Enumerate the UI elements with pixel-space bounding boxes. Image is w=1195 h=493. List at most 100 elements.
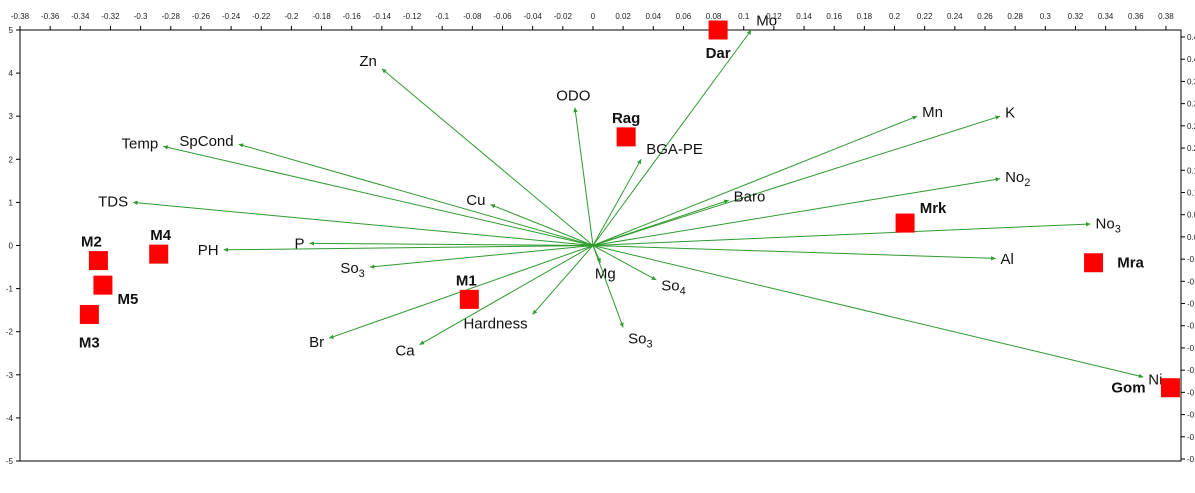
vector-so3 [369, 245, 594, 268]
vector-arrowhead-no3 [1085, 221, 1091, 227]
right-tick-label: -0.4 [1187, 433, 1195, 442]
vector-label-al: Al [1001, 251, 1014, 268]
right-tick-label: 0.0 [1187, 233, 1195, 242]
vector-label-no3: No3 [1096, 215, 1121, 235]
top-tick-label: -0.28 [162, 12, 181, 21]
loading-vectors: Mo Zn ODO BGA-PE Mn K Temp SpCond Baro No2 Cu TDS No… [98, 12, 1162, 388]
vector-al [592, 245, 996, 259]
vector-label-so3: So3 [340, 260, 364, 280]
vector-label-p: P [294, 235, 304, 252]
right-tick-label: 0.3 [1187, 100, 1195, 109]
top-tick-label: 0.2 [889, 12, 901, 21]
top-tick-label: 0.36 [1128, 12, 1144, 21]
vector-ni [592, 245, 1144, 378]
top-tick-label: 0.12 [766, 12, 782, 21]
top-tick-label: 0.38 [1158, 12, 1174, 21]
site-label-m1: M1 [456, 272, 477, 289]
site-marker-m5 [93, 275, 113, 295]
top-tick-label: -0.02 [554, 12, 573, 21]
vector-arrowhead-so4 [651, 275, 657, 280]
top-tick-label: 0.28 [1007, 12, 1023, 21]
vector-arrowhead-no2 [995, 177, 1001, 182]
vector-label-ph: PH [198, 242, 219, 259]
top-tick-label: 0.32 [1068, 12, 1084, 21]
top-tick-label: -0.24 [222, 12, 241, 21]
vector-bga-pe [592, 159, 642, 246]
site-marker-rag [616, 127, 636, 147]
vector-label-cu: Cu [466, 192, 485, 209]
top-tick-label: 0.26 [977, 12, 993, 21]
site-label-m5: M5 [118, 291, 139, 308]
vector-label-zn: Zn [359, 53, 377, 70]
vector-mo [592, 29, 752, 246]
top-tick-label: -0.26 [192, 12, 211, 21]
vector-arrowhead-bga-pe [637, 159, 642, 165]
vector-arrowhead-cu [490, 204, 496, 209]
left-tick-label: 1 [9, 198, 14, 207]
right-tick-label: -0.1 [1187, 300, 1195, 309]
vector-arrowhead-br [329, 334, 335, 339]
site-label-m3: M3 [79, 334, 100, 351]
site-label-rag: Rag [612, 110, 640, 127]
vector-odo [574, 107, 594, 246]
site-marker-m4 [149, 244, 169, 264]
top-tick-label: 0.3 [1040, 12, 1052, 21]
right-tick-label: -0.2 [1187, 344, 1195, 353]
top-tick-label: -0.1 [435, 12, 449, 21]
vector-label-k: K [1005, 105, 1015, 122]
vector-arrowhead-k [995, 115, 1001, 120]
top-tick-label: -0.12 [403, 12, 422, 21]
left-tick-label: 2 [9, 155, 14, 164]
vector-arrowhead-spcond [238, 143, 244, 148]
right-tick-label: -0.4 [1187, 455, 1195, 464]
top-tick-label: -0.2 [285, 12, 299, 21]
vector-label-bga-pe: BGA-PE [646, 141, 703, 158]
vector-label-temp: Temp [122, 136, 159, 153]
site-marker-mra [1084, 253, 1104, 273]
right-tick-label: 0.45 [1187, 33, 1195, 42]
vector-no3 [592, 223, 1091, 246]
site-label-mra: Mra [1117, 255, 1144, 272]
vector-label-odo: ODO [556, 88, 590, 105]
right-tick-label: -0.1 [1187, 322, 1195, 331]
vector-arrowhead-ca [419, 340, 425, 345]
site-marker-m3 [79, 304, 99, 324]
top-tick-label: 0.04 [645, 12, 661, 21]
left-tick-label: -3 [6, 371, 14, 380]
vector-ph [223, 245, 593, 251]
top-tick-label: 0.1 [738, 12, 750, 21]
site-label-dar: Dar [706, 45, 731, 62]
top-tick-label: -0.06 [493, 12, 512, 21]
right-axis: 0.45 0.4 0.35 0.3 0.25 0.2 0.15 0.1 0.05 0.0 -0.0 -… [1181, 33, 1195, 464]
left-tick-label: 0 [9, 242, 14, 251]
vector-k [592, 115, 1001, 246]
top-tick-label: 0.16 [826, 12, 842, 21]
site-marker-m1 [459, 289, 479, 309]
site-label-m4: M4 [150, 227, 171, 244]
left-tick-label: -2 [6, 328, 14, 337]
top-tick-label: 0.08 [706, 12, 722, 21]
top-tick-label: -0.38 [11, 12, 30, 21]
site-label-m2: M2 [81, 234, 102, 251]
site-label-gom: Gom [1111, 380, 1145, 397]
vector-label-mg: Mg [595, 266, 616, 283]
vector-arrowhead-tds [133, 200, 138, 205]
vector-tds [133, 201, 594, 246]
right-tick-label: 0.4 [1187, 55, 1195, 64]
top-tick-label: -0.14 [373, 12, 392, 21]
top-tick-label: -0.08 [463, 12, 482, 21]
site-marker-dar [708, 20, 728, 40]
vector-label-mo: Mo [756, 12, 777, 29]
vector-label-ca: Ca [395, 343, 415, 360]
top-tick-label: 0.18 [857, 12, 873, 21]
vector-label-so4: So4 [661, 278, 685, 298]
vector-arrowhead-so3 [369, 264, 375, 269]
vector-arrowhead-p [309, 241, 315, 246]
left-tick-label: -5 [6, 457, 14, 466]
right-tick-label: 0.35 [1187, 77, 1195, 86]
vector-arrowhead-mn [912, 115, 918, 120]
vector-label-so3: So3 [628, 331, 652, 351]
vector-hardness [532, 245, 594, 315]
top-tick-label: 0.22 [917, 12, 933, 21]
